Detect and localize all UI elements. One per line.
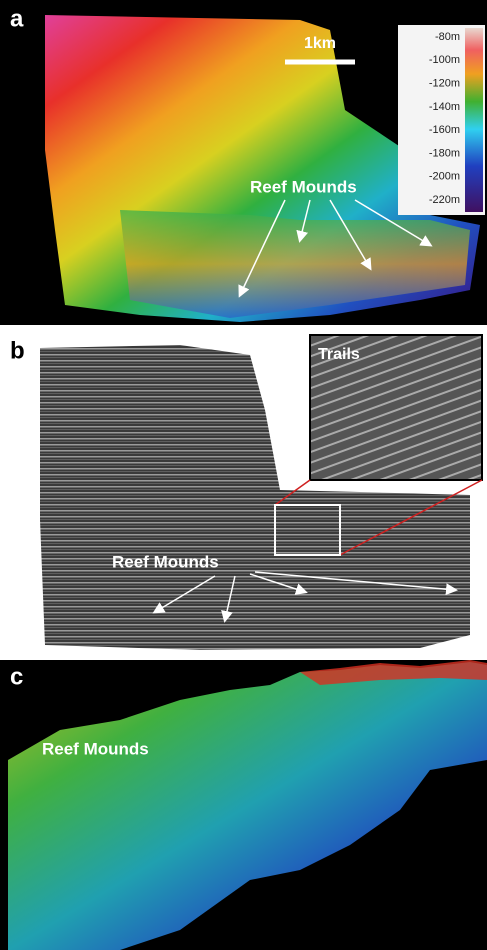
panel-label: c — [10, 663, 23, 690]
colorbar-label: -120m — [429, 77, 460, 89]
annotation: Reef Mounds — [250, 177, 357, 196]
colorbar-label: -180m — [429, 147, 460, 159]
inset-title: Trails — [318, 346, 360, 363]
figure: a 1km -80m -100m -120m -140m -160m -180m -200m… — [0, 0, 487, 950]
panel-b: b Trails Reef Mounds — [10, 335, 482, 650]
panel-a: a 1km -80m -100m -120m -140m -160m -180m -200m… — [0, 0, 487, 325]
panel-c: c Reef Mounds — [0, 660, 487, 950]
colorbar-label: -160m — [429, 124, 460, 136]
scale-bar-label: 1km — [304, 35, 336, 52]
annotation: Reef Mounds — [112, 552, 219, 571]
panel-label: b — [10, 337, 25, 364]
colorbar-label: -220m — [429, 194, 460, 206]
colorbar-label: -140m — [429, 101, 460, 113]
colorbar-label: -200m — [429, 171, 460, 183]
colorbar-label: -100m — [429, 54, 460, 66]
annotation: Reef Mounds — [42, 739, 149, 758]
colorbar-label: -80m — [435, 31, 460, 43]
colorbar — [465, 28, 483, 212]
panel-label: a — [10, 5, 24, 32]
